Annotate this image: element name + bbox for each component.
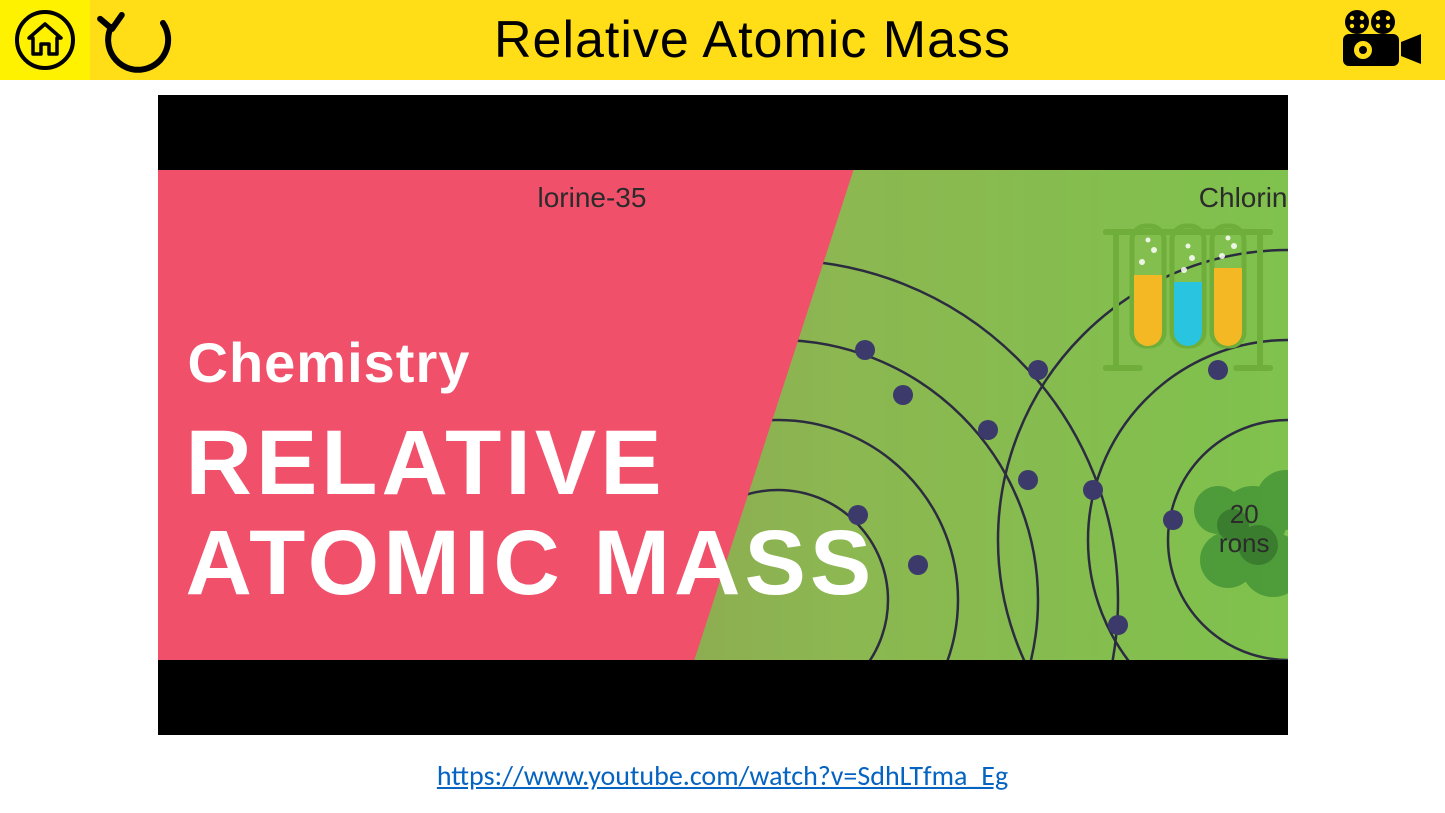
header-bar: Relative Atomic Mass — [0, 0, 1445, 80]
home-icon — [13, 8, 77, 72]
video-camera-button[interactable] — [1325, 0, 1435, 80]
video-embed[interactable]: Chemistry RELATIVE ATOMIC MASS lorine-35… — [158, 95, 1288, 735]
thumbnail-title-line2: ATOMIC MASS — [186, 520, 876, 607]
isotope-label-right: Chlorin — [1199, 182, 1288, 214]
isotope-label-left: lorine-35 — [538, 182, 647, 214]
thumbnail-title-line1: RELATIVE — [186, 420, 666, 507]
nucleus-count-sub: rons — [1219, 528, 1270, 558]
nucleus-count-label: 20 rons — [1219, 500, 1270, 557]
thumbnail-subject: Chemistry — [188, 330, 471, 395]
test-tubes-icon — [1098, 220, 1278, 380]
undo-arrow-icon — [95, 5, 175, 75]
page-title: Relative Atomic Mass — [180, 10, 1325, 70]
home-button[interactable] — [0, 0, 90, 80]
back-button[interactable] — [90, 0, 180, 80]
film-camera-icon — [1335, 8, 1425, 72]
video-link-container: https://www.youtube.com/watch?v=SdhLTfma… — [0, 758, 1445, 793]
video-thumbnail: Chemistry RELATIVE ATOMIC MASS lorine-35… — [158, 170, 1288, 660]
nucleus-count-value: 20 — [1230, 499, 1259, 529]
video-link[interactable]: https://www.youtube.com/watch?v=SdhLTfma… — [437, 758, 1008, 793]
